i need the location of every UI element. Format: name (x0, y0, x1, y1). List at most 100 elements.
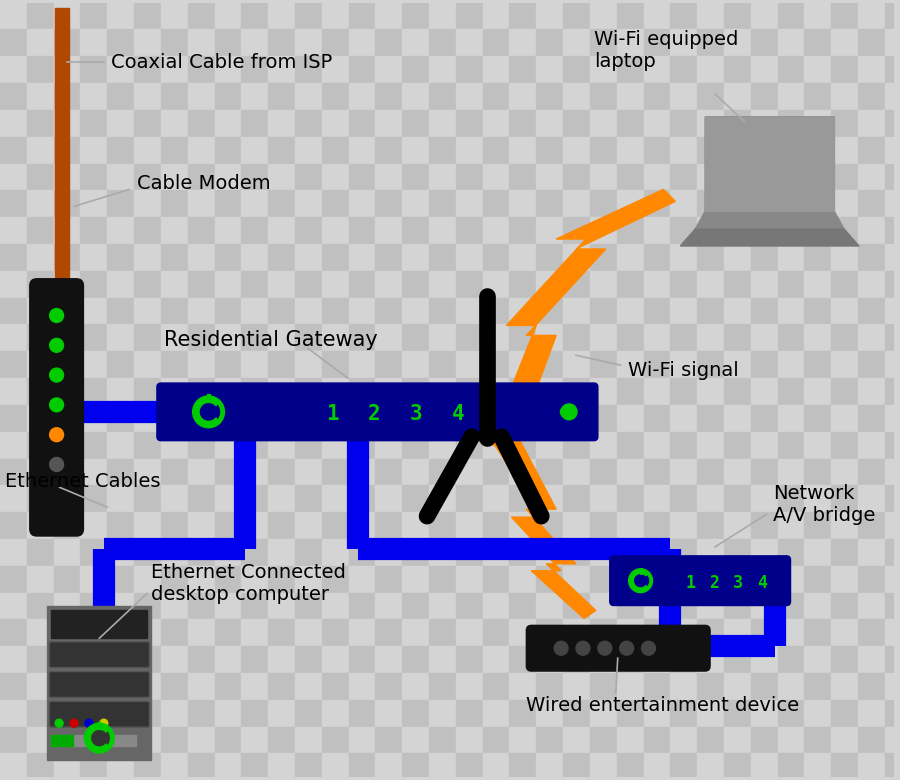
Bar (54, 136, 80, 164)
Bar (858, 217, 885, 244)
Circle shape (55, 719, 63, 727)
Bar (134, 2, 161, 30)
Bar (295, 2, 322, 30)
Bar (805, 30, 832, 56)
Bar (241, 485, 268, 512)
Bar (563, 646, 590, 673)
Bar (188, 56, 214, 83)
Bar (27, 485, 54, 512)
Bar (698, 136, 724, 164)
Bar (616, 646, 643, 673)
Bar (375, 485, 402, 512)
Polygon shape (487, 438, 596, 619)
Bar (616, 217, 643, 244)
Bar (455, 298, 482, 324)
Bar (724, 30, 751, 56)
Bar (778, 2, 805, 30)
Bar (188, 485, 214, 512)
Bar (509, 30, 536, 56)
Bar (751, 2, 778, 30)
Bar (509, 700, 536, 727)
Bar (885, 136, 900, 164)
Bar (751, 646, 778, 673)
Bar (322, 539, 348, 565)
Bar (885, 593, 900, 619)
Bar (832, 324, 858, 351)
Bar (563, 753, 590, 780)
Bar (214, 217, 241, 244)
Bar (54, 110, 80, 136)
Circle shape (193, 396, 224, 427)
Bar (805, 431, 832, 459)
Bar (590, 700, 616, 727)
Bar (429, 56, 455, 83)
Bar (268, 30, 295, 56)
Bar (54, 566, 80, 593)
Bar (54, 405, 80, 431)
Bar (188, 351, 214, 378)
Bar (0, 405, 27, 431)
Bar (107, 566, 134, 593)
Bar (161, 217, 188, 244)
Bar (563, 217, 590, 244)
Bar (241, 566, 268, 593)
Bar (402, 378, 429, 405)
Bar (375, 271, 402, 298)
Bar (858, 673, 885, 700)
Bar (590, 217, 616, 244)
Bar (27, 351, 54, 378)
Bar (54, 56, 80, 83)
Bar (482, 593, 509, 619)
Bar (832, 2, 858, 30)
Bar (188, 753, 214, 780)
Bar (80, 164, 107, 190)
Bar (214, 485, 241, 512)
Bar (724, 164, 751, 190)
Bar (214, 271, 241, 298)
Bar (455, 405, 482, 431)
Polygon shape (695, 117, 844, 229)
Text: 3: 3 (410, 404, 422, 424)
Bar (27, 271, 54, 298)
Bar (455, 190, 482, 217)
Bar (27, 431, 54, 459)
Bar (590, 646, 616, 673)
Bar (268, 753, 295, 780)
Bar (858, 619, 885, 646)
Bar (751, 271, 778, 298)
Bar (375, 30, 402, 56)
Circle shape (628, 569, 652, 593)
Bar (885, 30, 900, 56)
Bar (805, 539, 832, 565)
Bar (724, 56, 751, 83)
Bar (644, 351, 670, 378)
Bar (724, 110, 751, 136)
Bar (161, 298, 188, 324)
Bar (805, 619, 832, 646)
Bar (885, 351, 900, 378)
Bar (832, 673, 858, 700)
Bar (27, 727, 54, 753)
Bar (188, 217, 214, 244)
Bar (0, 512, 27, 539)
Bar (724, 727, 751, 753)
Bar (670, 56, 698, 83)
Bar (295, 56, 322, 83)
Bar (295, 673, 322, 700)
Bar (698, 405, 724, 431)
Bar (27, 700, 54, 727)
Bar (832, 512, 858, 539)
Bar (616, 190, 643, 217)
Bar (375, 646, 402, 673)
Bar (832, 351, 858, 378)
Bar (375, 110, 402, 136)
Bar (80, 405, 107, 431)
Bar (563, 619, 590, 646)
Bar (295, 405, 322, 431)
Bar (455, 512, 482, 539)
Bar (241, 271, 268, 298)
Bar (670, 244, 698, 271)
Bar (509, 217, 536, 244)
Bar (698, 459, 724, 485)
Bar (80, 566, 107, 593)
